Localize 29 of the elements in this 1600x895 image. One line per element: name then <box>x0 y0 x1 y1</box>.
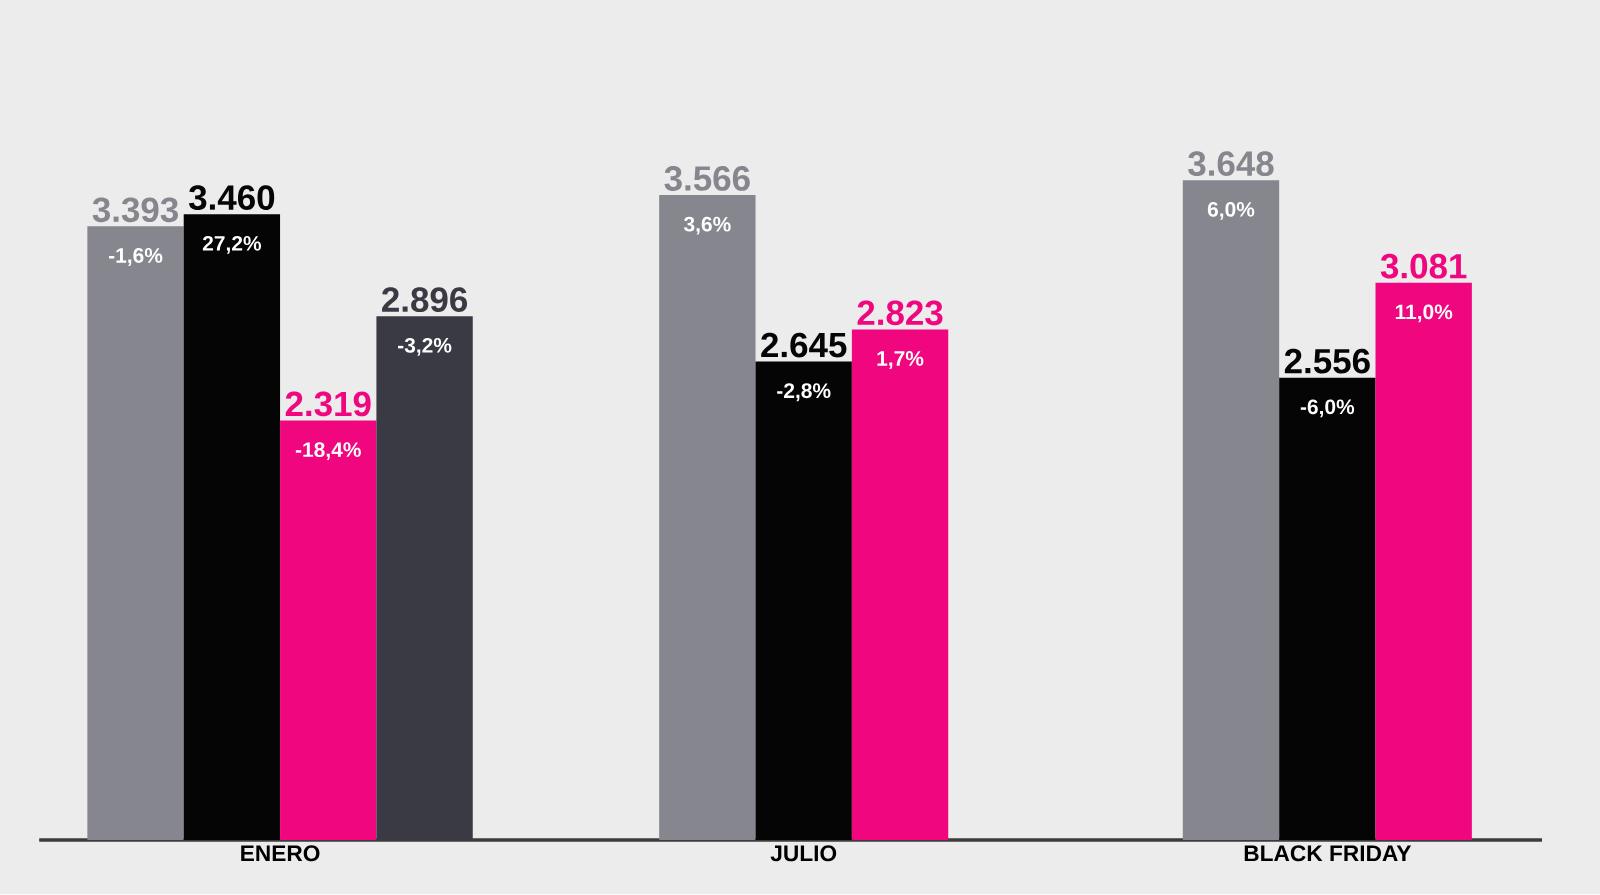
data-label: 2.896 <box>382 287 468 313</box>
data-label: 2.319 <box>285 391 371 417</box>
data-label: 3.460 <box>189 185 275 211</box>
data-label: 3.393 <box>92 197 178 223</box>
x-tick-label: ENERO <box>241 845 320 862</box>
annotation: -18,4% <box>295 442 361 461</box>
annotation: -6,0% <box>1300 399 1355 418</box>
x-tick-label: JULIO <box>770 845 837 862</box>
data-label: 3.081 <box>1380 254 1467 279</box>
annotation: 6,0% <box>1207 202 1255 221</box>
data-label: 2.823 <box>857 300 943 326</box>
annotation: 27,2% <box>202 236 262 254</box>
annotation: -3,2% <box>398 338 452 356</box>
annotation: -2,8% <box>777 383 831 402</box>
data-label: 2.645 <box>761 332 847 358</box>
bar <box>1182 180 1280 841</box>
annotation: 1,7% <box>877 351 924 370</box>
annotation: -1,6% <box>108 248 163 267</box>
data-label: 3.566 <box>664 166 750 192</box>
data-label: 3.648 <box>1188 151 1274 177</box>
data-label: 2.556 <box>1284 349 1370 374</box>
bar <box>1279 377 1376 841</box>
annotation: 11,0% <box>1395 304 1453 323</box>
bar <box>280 420 377 841</box>
bar <box>1375 283 1472 841</box>
x-tick-label: BLACK FRIDAY <box>1244 845 1412 862</box>
bar <box>183 214 281 841</box>
bar <box>87 226 184 841</box>
annotation: 3,6% <box>683 216 731 235</box>
